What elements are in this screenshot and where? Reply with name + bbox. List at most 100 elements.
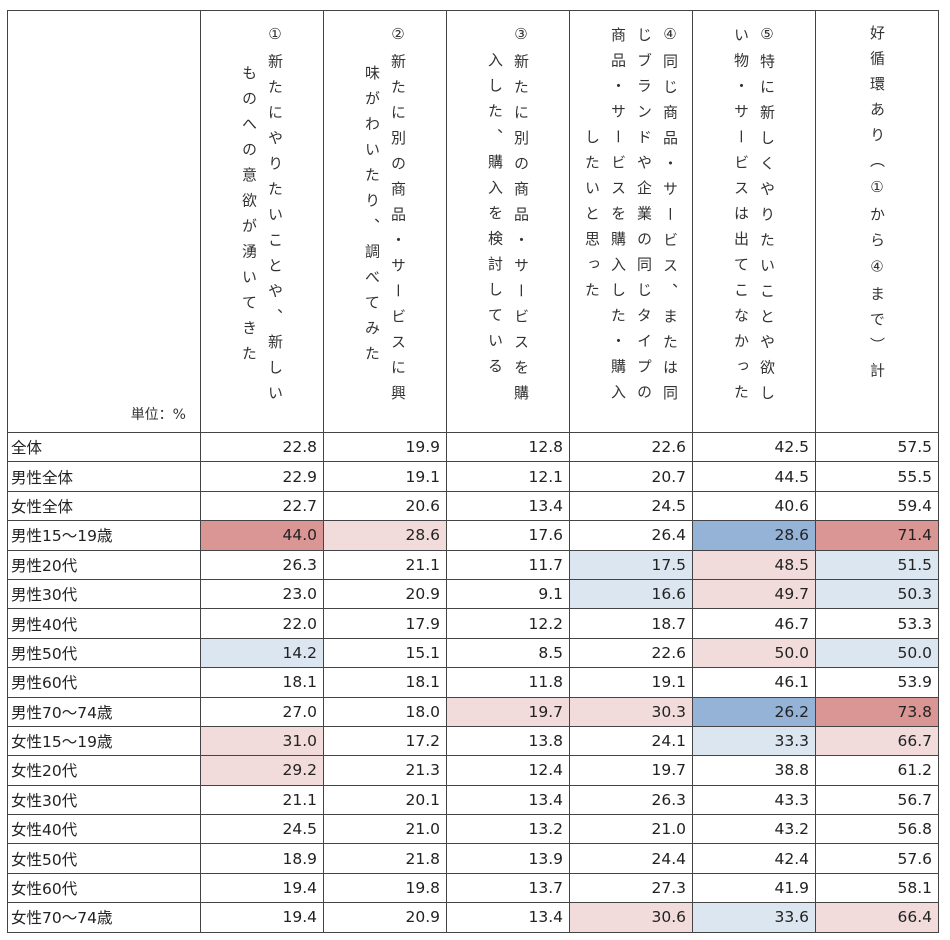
row-label: 男性40代	[7, 608, 201, 639]
table-row: 男性60代 18.1 18.1 11.8 19.1 46.1 53.9	[7, 667, 939, 698]
value-cell: 18.1	[200, 667, 324, 698]
row-label: 女性70～74歳	[7, 902, 201, 933]
value-cell: 13.8	[446, 725, 570, 757]
value-cell: 13.4	[446, 784, 570, 816]
value-cell: 71.4	[815, 520, 939, 551]
header-row: 単位：% ①新たにやりたいことや、新しい ものへの意欲が湧いてきた ②新たに別の商品…	[7, 10, 939, 433]
value-cell: 51.5	[815, 549, 939, 580]
header-line: 味がわいたり、調べてみた	[363, 64, 381, 371]
value-cell: 27.0	[200, 696, 324, 727]
row-label: 男性60代	[7, 667, 201, 698]
value-cell: 26.3	[200, 549, 324, 580]
value-cell: 17.9	[323, 608, 447, 639]
column-header-4: ④同じ商品・サービス、または同 じブランドや企業の同じタイプの 商品・サービスを購入…	[569, 10, 693, 433]
value-cell: 20.1	[323, 784, 447, 816]
table-body: 全体 22.8 19.9 12.8 22.6 42.5 57.5 男性全体 22.9 19.1 12…	[7, 431, 939, 933]
value-cell: 48.5	[692, 549, 816, 580]
value-cell: 18.0	[323, 696, 447, 727]
value-cell: 43.3	[692, 784, 816, 816]
value-cell: 56.7	[815, 784, 939, 816]
header-line: ④同じ商品・サービス、または同	[661, 25, 679, 411]
value-cell: 57.5	[815, 431, 939, 463]
value-cell: 11.7	[446, 549, 570, 580]
value-cell: 22.8	[200, 431, 324, 463]
table-row: 女性30代 21.1 20.1 13.4 26.3 43.3 56.7	[7, 784, 939, 816]
header-line: 入した、購入を検討している	[486, 52, 504, 384]
value-cell: 13.9	[446, 843, 570, 874]
column-header-text: ⑤特に新しくやりたいことや欲し い物・サービスは出てこなかった	[728, 11, 780, 411]
value-cell: 26.2	[692, 696, 816, 727]
value-cell: 22.7	[200, 490, 324, 522]
value-cell: 57.6	[815, 843, 939, 874]
value-cell: 29.2	[200, 755, 324, 786]
row-label: 女性20代	[7, 755, 201, 786]
value-cell: 17.5	[569, 549, 693, 580]
value-cell: 21.1	[323, 549, 447, 580]
table-row: 男性70～74歳 27.0 18.0 19.7 30.3 26.2 73.8	[7, 696, 939, 727]
value-cell: 16.6	[569, 578, 693, 610]
table-row: 女性40代 24.5 21.0 13.2 21.0 43.2 56.8	[7, 814, 939, 845]
row-label: 男性30代	[7, 578, 201, 610]
value-cell: 19.4	[200, 872, 324, 904]
value-cell: 18.7	[569, 608, 693, 639]
unit-label: 単位：%	[130, 407, 186, 423]
row-label: 女性50代	[7, 843, 201, 874]
value-cell: 24.1	[569, 725, 693, 757]
value-cell: 42.4	[692, 843, 816, 874]
table-row: 男性30代 23.0 20.9 9.1 16.6 49.7 50.3	[7, 578, 939, 610]
value-cell: 33.3	[692, 725, 816, 757]
value-cell: 19.1	[569, 667, 693, 698]
value-cell: 61.2	[815, 755, 939, 786]
value-cell: 12.1	[446, 461, 570, 492]
value-cell: 12.4	[446, 755, 570, 786]
value-cell: 43.2	[692, 814, 816, 845]
header-line: ①新たにやりたいことや、新しい	[266, 25, 284, 411]
value-cell: 53.9	[815, 667, 939, 698]
value-cell: 17.2	[323, 725, 447, 757]
value-cell: 23.0	[200, 578, 324, 610]
value-cell: 21.8	[323, 843, 447, 874]
table-row: 男性20代 26.3 21.1 11.7 17.5 48.5 51.5	[7, 549, 939, 580]
value-cell: 12.2	[446, 608, 570, 639]
value-cell: 15.1	[323, 637, 447, 669]
row-label: 女性30代	[7, 784, 201, 816]
value-cell: 20.6	[323, 490, 447, 522]
value-cell: 44.5	[692, 461, 816, 492]
row-label: 女性40代	[7, 814, 201, 845]
value-cell: 19.9	[323, 431, 447, 463]
header-line: い物・サービスは出てこなかった	[732, 26, 750, 410]
column-header-5: ⑤特に新しくやりたいことや欲し い物・サービスは出てこなかった	[692, 10, 816, 433]
value-cell: 22.6	[569, 637, 693, 669]
value-cell: 24.5	[200, 814, 324, 845]
table-row: 女性60代 19.4 19.8 13.7 27.3 41.9 58.1	[7, 872, 939, 904]
corner-header: 単位：%	[7, 10, 201, 433]
row-label: 女性全体	[7, 490, 201, 522]
value-cell: 13.4	[446, 490, 570, 522]
table-row: 男性15～19歳 44.0 28.6 17.6 26.4 28.6 71.4	[7, 520, 939, 551]
value-cell: 20.7	[569, 461, 693, 492]
value-cell: 11.8	[446, 667, 570, 698]
value-cell: 13.7	[446, 872, 570, 904]
value-cell: 30.3	[569, 696, 693, 727]
value-cell: 28.6	[323, 520, 447, 551]
value-cell: 50.3	[815, 578, 939, 610]
header-line: じブランドや企業の同じタイプの	[635, 26, 653, 410]
value-cell: 19.8	[323, 872, 447, 904]
value-cell: 46.7	[692, 608, 816, 639]
value-cell: 19.7	[569, 755, 693, 786]
value-cell: 50.0	[692, 637, 816, 669]
value-cell: 73.8	[815, 696, 939, 727]
column-header-2: ②新たに別の商品・サービスに興 味がわいたり、調べてみた	[323, 10, 447, 433]
value-cell: 20.9	[323, 902, 447, 933]
value-cell: 33.6	[692, 902, 816, 933]
value-cell: 40.6	[692, 490, 816, 522]
table-row: 男性50代 14.2 15.1 8.5 22.6 50.0 50.0	[7, 637, 939, 669]
value-cell: 19.1	[323, 461, 447, 492]
table-row: 女性20代 29.2 21.3 12.4 19.7 38.8 61.2	[7, 755, 939, 786]
value-cell: 22.6	[569, 431, 693, 463]
value-cell: 21.0	[323, 814, 447, 845]
column-header-text: 好循環あり（①から④まで）計	[864, 11, 890, 388]
table-row: 男性全体 22.9 19.1 12.1 20.7 44.5 55.5	[7, 461, 939, 492]
value-cell: 50.0	[815, 637, 939, 669]
value-cell: 17.6	[446, 520, 570, 551]
